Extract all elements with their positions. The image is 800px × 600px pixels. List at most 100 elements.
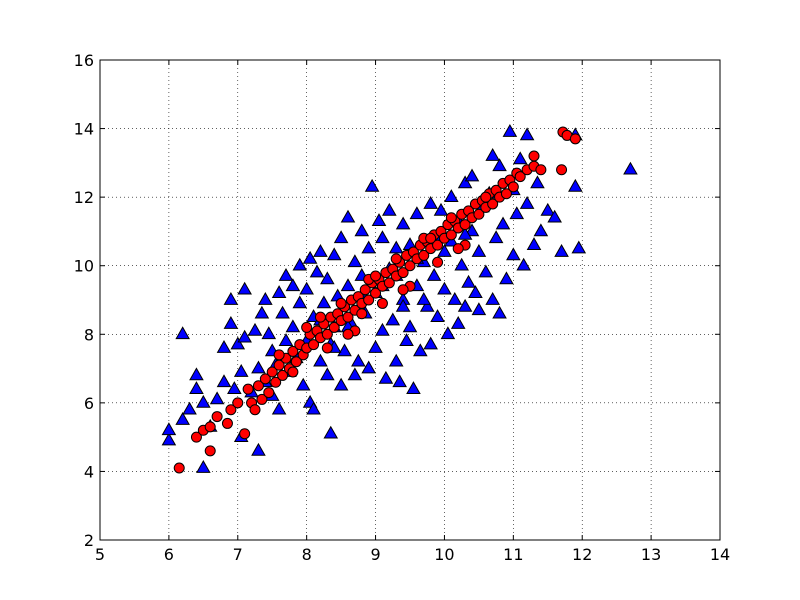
triangle-point xyxy=(388,240,404,254)
triangle-point xyxy=(533,223,549,237)
triangle-point xyxy=(258,291,273,305)
circle-point xyxy=(256,393,268,405)
plot-frame xyxy=(99,59,721,541)
triangle-point xyxy=(506,247,521,261)
circle-point xyxy=(359,284,371,296)
circle-point xyxy=(370,270,382,282)
triangle-point xyxy=(182,401,197,415)
x-tick-label: 12 xyxy=(572,545,592,564)
triangle-point xyxy=(385,312,401,326)
triangle-point xyxy=(209,391,225,405)
triangle-point xyxy=(540,202,556,216)
triangle-point xyxy=(512,151,528,165)
triangle-point xyxy=(175,411,190,425)
x-tick-label: 13 xyxy=(641,545,661,564)
triangle-point xyxy=(464,168,480,182)
triangle-point xyxy=(406,381,421,394)
circle-point xyxy=(432,239,444,251)
triangle-point xyxy=(375,230,390,244)
circle-point xyxy=(535,164,547,176)
triangle-point xyxy=(457,298,473,312)
circle-point xyxy=(314,311,326,323)
circle-point xyxy=(321,342,333,354)
triangle-point xyxy=(416,291,432,305)
triangle-point xyxy=(271,285,287,298)
triangle-point xyxy=(437,243,452,257)
circle-point xyxy=(507,181,519,193)
triangle-point xyxy=(388,353,404,367)
triangle-point xyxy=(351,353,366,367)
triangle-point xyxy=(285,278,301,292)
triangle-point xyxy=(413,343,428,357)
triangle-point xyxy=(292,295,308,309)
circle-point xyxy=(342,311,354,323)
triangle-point xyxy=(313,243,328,257)
circle-point xyxy=(445,212,457,224)
circle-point xyxy=(290,356,302,368)
triangle-point xyxy=(271,401,287,415)
circle-point xyxy=(277,369,289,381)
triangle-point xyxy=(320,367,335,381)
circle-point xyxy=(263,387,275,399)
circle-point xyxy=(356,308,368,320)
triangle-point xyxy=(337,343,352,357)
triangle-point xyxy=(161,432,177,446)
circle-point xyxy=(528,150,540,162)
triangle-point xyxy=(189,367,204,381)
triangle-point xyxy=(161,422,177,436)
circle-point xyxy=(270,376,282,388)
triangle-point xyxy=(623,161,638,175)
circle-point xyxy=(287,345,299,357)
triangle-point xyxy=(471,243,487,257)
y-tick-label: 4 xyxy=(84,462,94,481)
circle-point xyxy=(445,229,457,241)
circle-point xyxy=(173,462,185,474)
triangle-point xyxy=(223,291,239,305)
triangle-point xyxy=(519,195,535,209)
x-tick-label: 6 xyxy=(164,545,174,564)
circle-point xyxy=(221,417,233,429)
circle-point xyxy=(242,383,254,395)
triangle-point xyxy=(530,175,545,189)
circle-point xyxy=(556,164,568,176)
triangle-point xyxy=(457,175,473,189)
triangle-point xyxy=(189,381,204,394)
triangle-point xyxy=(254,305,270,319)
triangle-point xyxy=(233,363,249,377)
circle-point xyxy=(328,321,340,333)
triangle-point xyxy=(457,226,473,240)
triangle-point xyxy=(361,240,376,254)
y-tick-label: 12 xyxy=(74,188,94,207)
triangle-point xyxy=(251,442,266,456)
triangle-point xyxy=(430,309,445,322)
circle-point xyxy=(487,198,499,210)
triangle-point xyxy=(437,281,452,295)
x-tick-label: 7 xyxy=(233,545,243,564)
triangle-point xyxy=(568,178,583,192)
y-tick-label: 8 xyxy=(84,325,94,344)
triangle-point xyxy=(306,401,321,415)
triangle-point xyxy=(502,123,518,137)
circle-point xyxy=(569,133,581,145)
triangle-point xyxy=(495,216,511,230)
circle-point xyxy=(308,339,320,351)
triangle-point xyxy=(571,240,587,254)
circle-point xyxy=(432,256,444,268)
triangle-point xyxy=(247,322,263,336)
triangle-point xyxy=(492,305,507,319)
triangle-point xyxy=(423,195,438,209)
triangle-point xyxy=(227,381,242,394)
triangle-point xyxy=(175,326,190,340)
triangle-point xyxy=(333,230,349,244)
triangle-point xyxy=(323,425,339,439)
triangle-point xyxy=(320,271,335,285)
x-tick-label: 11 xyxy=(503,545,523,564)
x-tick-label: 9 xyxy=(370,545,380,564)
x-tick-label: 8 xyxy=(302,545,312,564)
triangle-point xyxy=(333,377,349,391)
triangle-point xyxy=(409,206,425,220)
triangle-point xyxy=(196,459,211,473)
circle-point xyxy=(500,188,512,200)
circle-point xyxy=(370,287,382,299)
